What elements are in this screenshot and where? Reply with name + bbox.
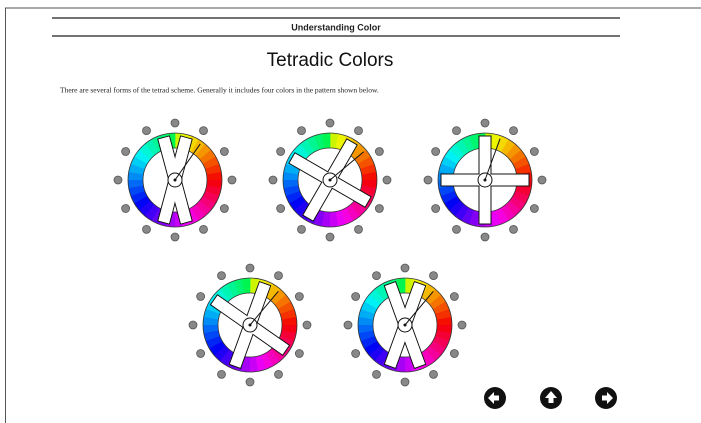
- wheel-knob: [458, 321, 466, 329]
- wheel-knob: [450, 293, 458, 301]
- color-wheel: [114, 119, 236, 241]
- wheel-knob: [510, 127, 518, 135]
- wheel-knob: [373, 272, 381, 280]
- page-title: Tetradic Colors: [267, 50, 394, 71]
- wheel-knob: [352, 350, 360, 358]
- wheels: [114, 119, 546, 386]
- wheel-knob: [530, 205, 538, 213]
- wheel-knob: [220, 205, 228, 213]
- wheel-knob: [538, 176, 546, 184]
- wheel-knob: [355, 127, 363, 135]
- color-wheel: [344, 264, 466, 386]
- wheel-knob: [530, 148, 538, 156]
- wheel-knob: [401, 378, 409, 386]
- wheel-knob: [326, 233, 334, 241]
- page: Understanding Color Tetradic Colors Ther…: [0, 0, 701, 423]
- wheel-knob: [189, 321, 197, 329]
- wheel-knob: [200, 127, 208, 135]
- wheel-knob: [275, 370, 283, 378]
- wheel-knob: [171, 119, 179, 127]
- wheel-knob: [269, 176, 277, 184]
- wheel-knob: [122, 205, 130, 213]
- wheel-knob: [430, 370, 438, 378]
- wheel-knob: [373, 370, 381, 378]
- wheel-knob: [432, 148, 440, 156]
- wheel-knob: [453, 225, 461, 233]
- wheel-knob: [228, 176, 236, 184]
- wheel-knob: [218, 272, 226, 280]
- wheel-knob: [450, 350, 458, 358]
- wheel-knob: [197, 350, 205, 358]
- wheel-knob: [424, 176, 432, 184]
- wheel-knob: [344, 321, 352, 329]
- wheel-knob: [375, 148, 383, 156]
- wheel-knob: [143, 225, 151, 233]
- back-button[interactable]: [484, 387, 506, 409]
- wheel-knob: [383, 176, 391, 184]
- wheel-knob: [114, 176, 122, 184]
- wheel-knob: [197, 293, 205, 301]
- wheel-knob: [352, 293, 360, 301]
- wheel-knob: [200, 225, 208, 233]
- wheel-knob: [122, 148, 130, 156]
- wheel-knob: [430, 272, 438, 280]
- wheel-knob: [298, 127, 306, 135]
- wheel-knob: [481, 119, 489, 127]
- forward-button[interactable]: [595, 387, 617, 409]
- wheel-knob: [453, 127, 461, 135]
- wheel-knob: [295, 293, 303, 301]
- wheel-knob: [220, 148, 228, 156]
- wheel-knob: [432, 205, 440, 213]
- wheel-knob: [295, 350, 303, 358]
- wheel-knob: [510, 225, 518, 233]
- wheel-knob: [246, 264, 254, 272]
- up-button[interactable]: [540, 387, 562, 409]
- wheel-knob: [277, 148, 285, 156]
- wheel-knob: [326, 119, 334, 127]
- wheel-knob: [303, 321, 311, 329]
- color-wheel: [189, 264, 311, 386]
- wheel-knob: [275, 272, 283, 280]
- color-wheel: [269, 119, 391, 241]
- wheel-knob: [246, 378, 254, 386]
- wheel-knob: [143, 127, 151, 135]
- wheel-knob: [375, 205, 383, 213]
- wheel-knob: [481, 233, 489, 241]
- wheel-knob: [298, 225, 306, 233]
- intro-text: There are several forms of the tetrad sc…: [60, 86, 379, 95]
- wheel-knob: [277, 205, 285, 213]
- wheel-knob: [355, 225, 363, 233]
- header-title: Understanding Color: [291, 22, 381, 32]
- wheel-knob: [171, 233, 179, 241]
- screen: Understanding Color Tetradic Colors Ther…: [0, 0, 701, 423]
- wheel-knob: [401, 264, 409, 272]
- color-wheel: [424, 119, 546, 241]
- wheel-knob: [218, 370, 226, 378]
